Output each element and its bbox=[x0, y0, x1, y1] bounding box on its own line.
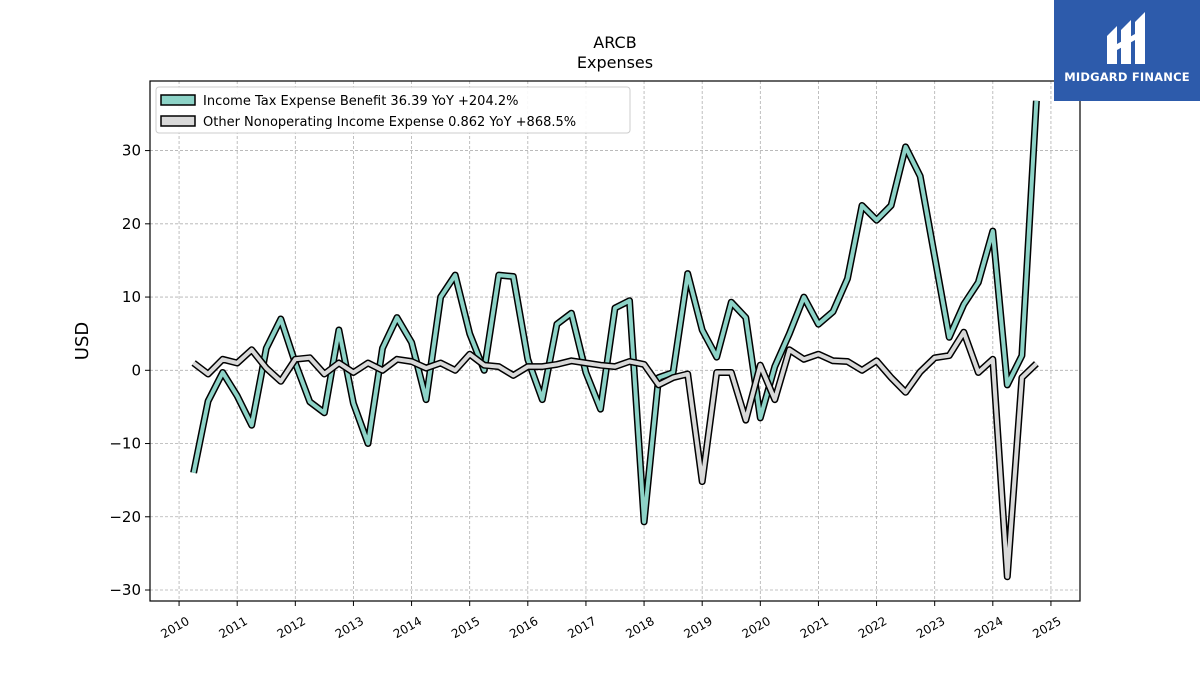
y-tick-label: −20 bbox=[109, 508, 141, 526]
y-tick-label: 20 bbox=[122, 215, 141, 233]
x-tick-label: 2012 bbox=[275, 614, 308, 641]
x-tick-label: 2017 bbox=[565, 614, 598, 641]
midgard-logo-icon bbox=[1107, 12, 1145, 64]
x-tick-label: 2021 bbox=[798, 614, 831, 641]
legend-label-0: Income Tax Expense Benefit 36.39 YoY +20… bbox=[203, 94, 518, 109]
legend-label-1: Other Nonoperating Income Expense 0.862 … bbox=[203, 115, 576, 130]
x-tick-label: 2011 bbox=[216, 614, 249, 641]
axis-ticks: 2010 2011 2012 2013 2014 2015 2016 2017 2018 2019… bbox=[109, 142, 1063, 642]
x-tick-label: 2014 bbox=[391, 614, 424, 641]
x-tick-label: 2013 bbox=[333, 614, 366, 641]
x-tick-label: 2022 bbox=[856, 614, 889, 641]
x-tick-label: 2019 bbox=[681, 614, 714, 641]
legend-box bbox=[155, 86, 631, 134]
x-tick-label: 2015 bbox=[449, 614, 482, 641]
y-tick-label: 30 bbox=[122, 142, 141, 160]
chart-subtitle: Expenses bbox=[577, 53, 653, 72]
x-tick-label: 2020 bbox=[740, 614, 773, 641]
x-tick-label: 2018 bbox=[623, 614, 656, 641]
x-tick-label: 2024 bbox=[972, 614, 1005, 641]
x-tick-label: 2025 bbox=[1030, 614, 1063, 641]
plot-frame bbox=[149, 80, 1081, 602]
legend: Income Tax Expense Benefit 36.39 YoY +20… bbox=[155, 86, 631, 134]
series-lines bbox=[190, 100, 1040, 581]
x-tick-label: 2023 bbox=[914, 614, 947, 641]
chart-title: ARCB bbox=[593, 33, 636, 52]
x-tick-label: 2016 bbox=[507, 614, 540, 641]
y-tick-label: −10 bbox=[109, 435, 141, 453]
y-tick-label: −30 bbox=[109, 581, 141, 599]
y-tick-label: 10 bbox=[122, 288, 141, 306]
brand-name: MIDGARD FINANCE bbox=[1064, 70, 1190, 84]
x-tick-label: 2010 bbox=[158, 614, 191, 641]
brand-logo: MIDGARD FINANCE bbox=[1054, 0, 1200, 101]
legend-swatch-0 bbox=[160, 94, 196, 106]
y-tick-label: 0 bbox=[131, 361, 141, 379]
series-line-0 bbox=[191, 100, 1039, 524]
y-axis-label: USD bbox=[72, 322, 93, 360]
legend-swatch-1 bbox=[160, 115, 196, 127]
series-line-1 bbox=[192, 330, 1038, 579]
grid bbox=[150, 81, 1080, 601]
